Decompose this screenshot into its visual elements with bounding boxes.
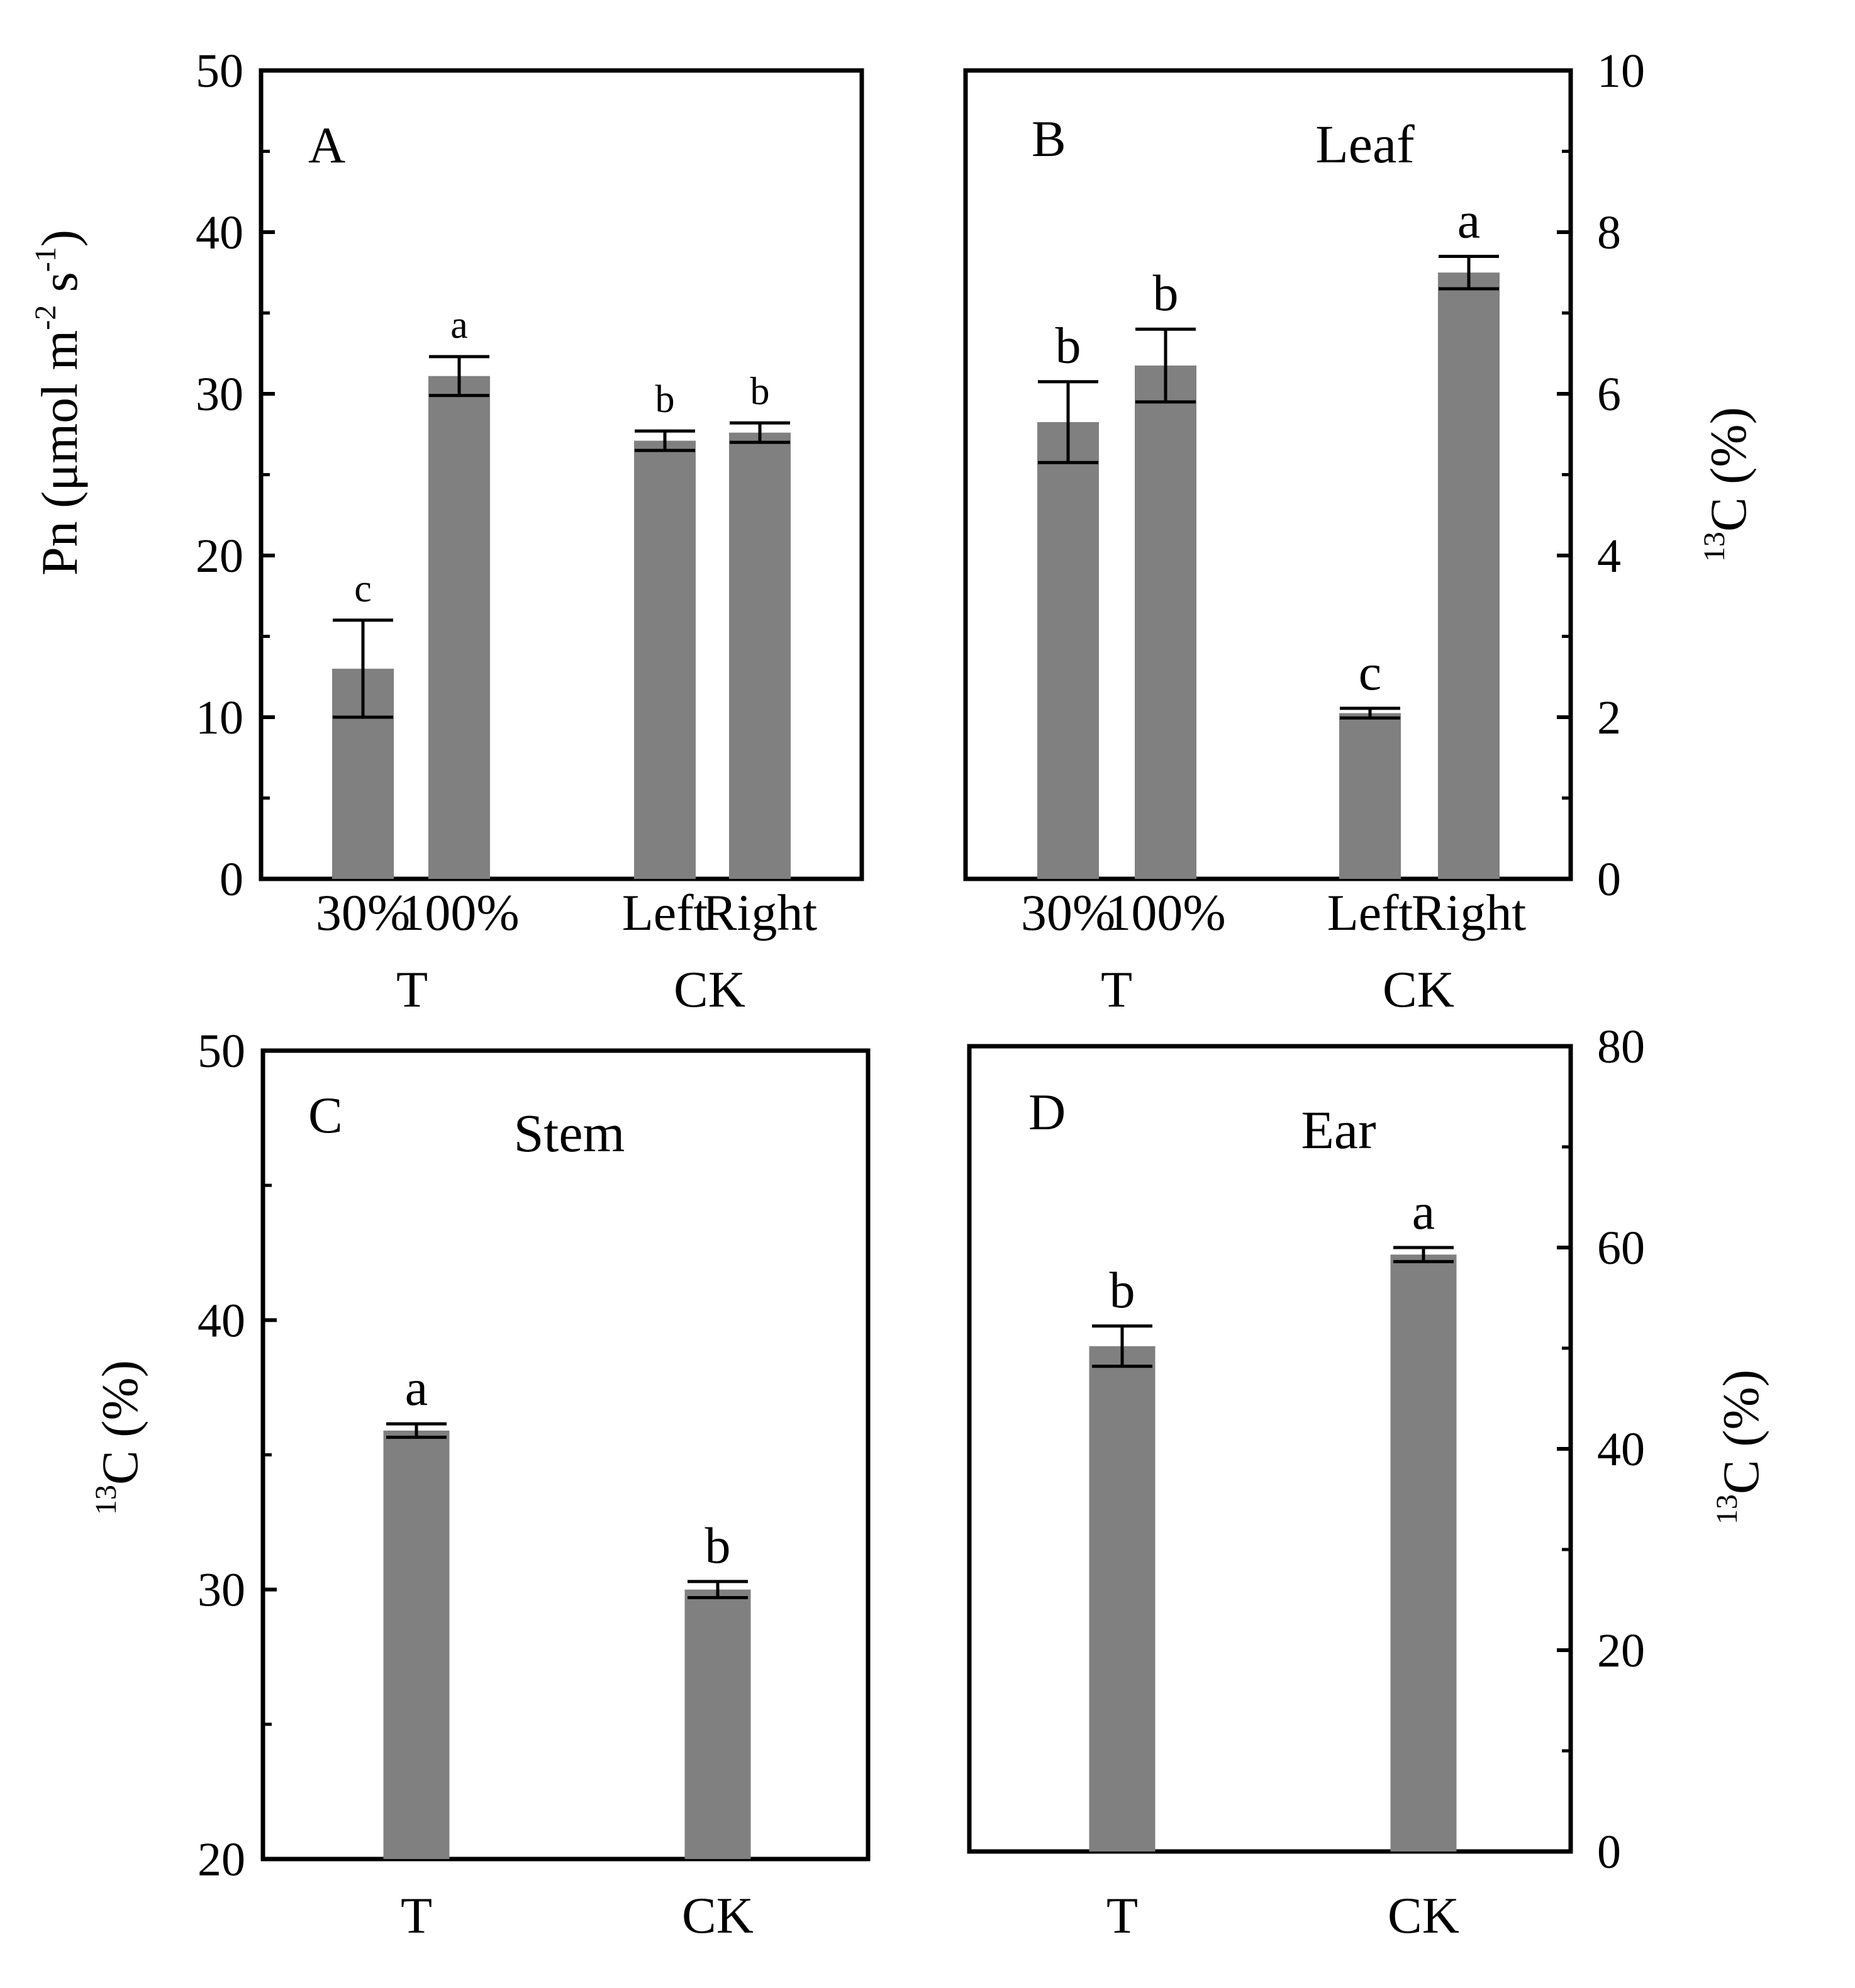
panel-b-bar-1 <box>1037 422 1099 879</box>
panel-d-ytick-label: 40 <box>1597 1423 1645 1476</box>
panel-d: 0 20 40 60 80 b Ta CK D Ear 13C (%) <box>967 1020 1769 1944</box>
panel-a-category-label: 100% <box>399 884 519 941</box>
panel-c-category-label: T <box>401 1887 432 1944</box>
panel-d-ytick-label: 60 <box>1597 1222 1645 1275</box>
panel-b-ytick-label: 8 <box>1597 206 1621 259</box>
panel-a: 0 10 20 30 40 50 c 30% a 100% b Left b Right T CK A Pn (μ… <box>29 45 864 1018</box>
panel-a-bar-4 <box>729 432 791 879</box>
panel-a-ytick-label: 50 <box>196 45 243 98</box>
panel-c-ytick-label: 50 <box>198 1025 245 1078</box>
panel-c-ytick-label: 30 <box>198 1564 245 1617</box>
panel-a-ylabel-part: ) <box>31 230 88 247</box>
panel-a-group-label: CK <box>674 961 745 1018</box>
panel-a-letter: A <box>308 116 345 174</box>
panel-d-category-label: T <box>1106 1887 1138 1944</box>
panel-a-bar-2 <box>428 376 490 879</box>
panel-b-letter: B <box>1032 110 1066 167</box>
panel-b-ytick-label: 6 <box>1597 368 1621 421</box>
panel-d-frame <box>967 1044 1573 1854</box>
panel-b-ytick-label: 4 <box>1597 530 1621 583</box>
panel-a-category-label: Right <box>703 884 817 941</box>
panel-c-letter: C <box>308 1086 343 1144</box>
panel-b-ylabel-part: C (%) <box>1700 407 1757 532</box>
panel-d-ytick-label: 20 <box>1597 1624 1645 1677</box>
panel-a-ylabel-part: s <box>31 272 88 304</box>
panel-b-ytick-label: 0 <box>1597 853 1621 906</box>
panel-b-sig-label: c <box>1359 644 1381 701</box>
panel-c-ylabel-sup: 13 <box>89 1485 123 1515</box>
panel-a-category-label: 30% <box>316 884 410 941</box>
panel-d-title: Ear <box>1301 1100 1376 1160</box>
panel-c-ytick-label: 40 <box>198 1294 245 1347</box>
panel-b-bar-2 <box>1135 366 1196 879</box>
panel-a-ylabel-sup: -1 <box>29 247 62 272</box>
panel-b-category-label: Right <box>1412 884 1526 941</box>
panel-b-ylabel-sup: 13 <box>1698 532 1731 562</box>
panel-d-ylabel: 13C (%) <box>1710 1370 1769 1524</box>
panel-b-sig-label: b <box>1056 317 1081 374</box>
panel-d-ylabel-sup: 13 <box>1710 1494 1744 1524</box>
panel-d-ytick-label: 80 <box>1597 1020 1645 1073</box>
panel-a-ytick-label: 0 <box>220 853 243 906</box>
panel-a-sig-label: c <box>354 567 372 610</box>
panel-a-ytick-label: 40 <box>196 206 243 259</box>
panel-c-ylabel: 13C (%) <box>89 1360 148 1515</box>
panel-c-category-label: CK <box>682 1887 754 1944</box>
panel-a-ytick-label: 30 <box>196 368 243 421</box>
panel-a-ylabel: Pn (μmol m-2 s-1) <box>29 230 88 576</box>
panel-b-bar-4 <box>1438 272 1500 879</box>
panel-a-sig-label: b <box>750 370 770 413</box>
panel-c-ylabel-part: C (%) <box>91 1360 148 1485</box>
panel-b-sig-label: a <box>1457 192 1480 249</box>
panel-b-group-label: T <box>1101 961 1132 1018</box>
panel-c-title: Stem <box>514 1103 625 1163</box>
panel-c-bar-2 <box>684 1589 751 1859</box>
panel-b: 0 2 4 6 8 10 b 30% b 100% c Left a Right T CK B Leaf 13C (… <box>963 45 1757 1018</box>
panel-c-bar-1 <box>383 1430 450 1859</box>
panel-b-ylabel: 13C (%) <box>1698 407 1757 562</box>
panel-b-ytick-label: 2 <box>1597 691 1621 744</box>
panel-b-bar-3 <box>1339 713 1401 879</box>
panel-a-group-label: T <box>396 961 428 1018</box>
panel-b-sig-label: b <box>1153 264 1179 321</box>
panel-d-ylabel-part: C (%) <box>1712 1370 1769 1494</box>
panel-a-ylabel-sup: -2 <box>29 305 62 330</box>
panel-a-sig-label: a <box>450 304 468 347</box>
panel-d-bar-2 <box>1390 1254 1457 1851</box>
panel-b-category-label: 30% <box>1021 884 1115 941</box>
panel-d-sig-label: b <box>1110 1261 1135 1319</box>
panel-a-ytick-label: 10 <box>196 691 243 744</box>
panel-a-category-label: Left <box>622 884 708 941</box>
panel-a-ytick-label: 20 <box>196 530 243 583</box>
panel-d-letter: D <box>1028 1083 1066 1141</box>
panel-a-sig-label: b <box>655 378 675 421</box>
panel-b-group-label: CK <box>1383 961 1454 1018</box>
panel-b-ytick-label: 10 <box>1597 45 1645 98</box>
panel-c-frame <box>260 1048 871 1862</box>
panel-d-sig-label: a <box>1412 1183 1435 1240</box>
panel-c-sig-label: a <box>405 1359 428 1416</box>
panel-c: 20 30 40 50 a Tb CK C Stem 13C (%) <box>89 1025 871 1944</box>
panel-d-bar-1 <box>1089 1346 1156 1851</box>
panel-a-ylabel-part: Pn (μmol m <box>31 330 88 576</box>
panel-d-ytick-label: 0 <box>1597 1826 1621 1879</box>
panel-b-category-label: Left <box>1327 884 1413 941</box>
panel-c-sig-label: b <box>705 1517 731 1574</box>
panel-c-ytick-label: 20 <box>198 1833 245 1886</box>
panel-d-category-label: CK <box>1388 1887 1459 1944</box>
panel-b-title: Leaf <box>1315 114 1415 174</box>
panel-a-bar-3 <box>634 440 696 879</box>
panel-b-category-label: 100% <box>1105 884 1225 941</box>
